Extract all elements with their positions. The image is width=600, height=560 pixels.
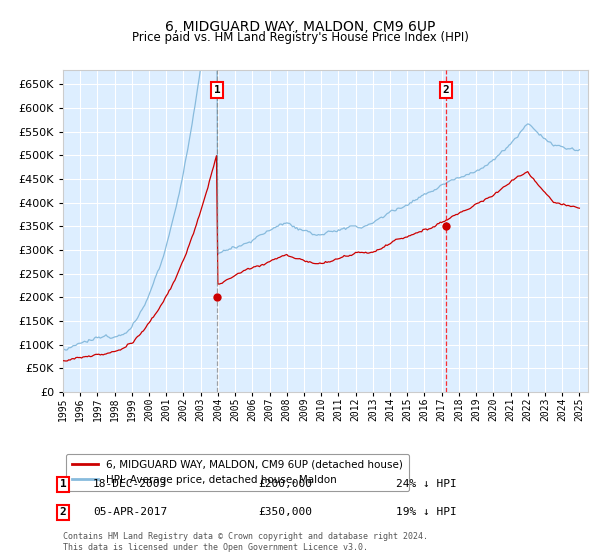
Text: 05-APR-2017: 05-APR-2017 <box>93 507 167 517</box>
Text: 2: 2 <box>443 85 449 95</box>
Text: 1: 1 <box>214 85 221 95</box>
Text: 19% ↓ HPI: 19% ↓ HPI <box>396 507 457 517</box>
Text: 1: 1 <box>59 479 67 489</box>
Text: £350,000: £350,000 <box>258 507 312 517</box>
Text: Contains HM Land Registry data © Crown copyright and database right 2024.
This d: Contains HM Land Registry data © Crown c… <box>63 533 428 552</box>
Text: 24% ↓ HPI: 24% ↓ HPI <box>396 479 457 489</box>
Text: £200,000: £200,000 <box>258 479 312 489</box>
Text: 2: 2 <box>59 507 67 517</box>
Text: 6, MIDGUARD WAY, MALDON, CM9 6UP: 6, MIDGUARD WAY, MALDON, CM9 6UP <box>165 20 435 34</box>
Text: Price paid vs. HM Land Registry's House Price Index (HPI): Price paid vs. HM Land Registry's House … <box>131 31 469 44</box>
Legend: 6, MIDGUARD WAY, MALDON, CM9 6UP (detached house), HPI: Average price, detached : 6, MIDGUARD WAY, MALDON, CM9 6UP (detach… <box>65 454 409 491</box>
Text: 18-DEC-2003: 18-DEC-2003 <box>93 479 167 489</box>
